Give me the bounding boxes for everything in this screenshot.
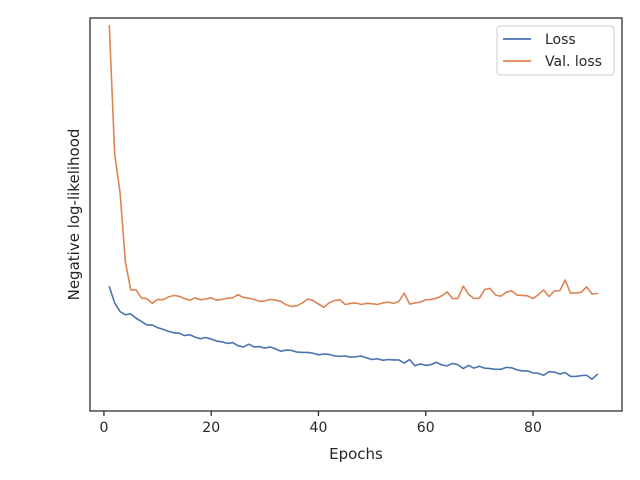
x-axis: 0 20 40 60 80 xyxy=(99,411,542,436)
legend-label-loss: Loss xyxy=(545,32,576,48)
series-layer xyxy=(108,24,599,380)
plot-frame xyxy=(89,17,623,412)
x-axis-title: Epochs xyxy=(329,445,383,463)
x-tick-label: 0 xyxy=(99,420,108,436)
legend-label-val-loss: Val. loss xyxy=(545,54,602,70)
series-line-val-loss xyxy=(108,24,599,309)
series-line-loss xyxy=(108,286,599,380)
x-tick-label: 80 xyxy=(524,420,542,436)
x-tick-label: 40 xyxy=(310,420,328,436)
plot-area xyxy=(90,18,622,411)
x-tick-label: 20 xyxy=(202,420,220,436)
legend: Loss Val. loss xyxy=(496,25,615,76)
y-axis-title: Negative log-likelihood xyxy=(65,129,83,301)
x-tick-label: 60 xyxy=(417,420,435,436)
